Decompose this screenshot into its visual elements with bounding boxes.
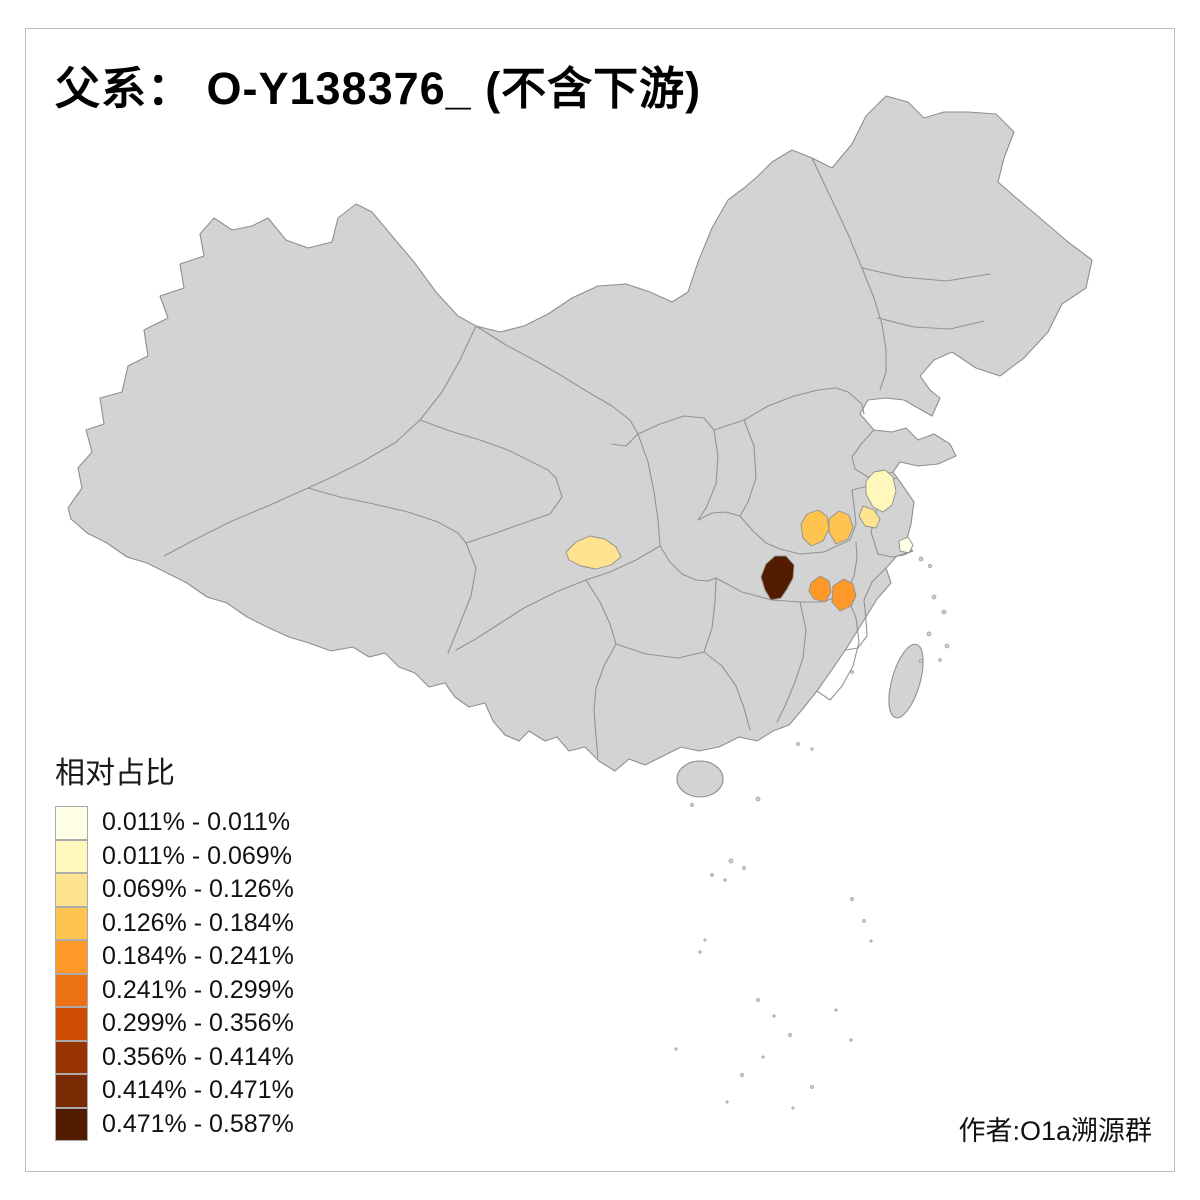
legend-row: 0.299% - 0.356% xyxy=(55,1007,294,1041)
legend-swatch xyxy=(55,1040,88,1074)
legend-swatch xyxy=(55,1074,88,1108)
legend-row: 0.126% - 0.184% xyxy=(55,906,294,940)
legend-label: 0.241% - 0.299% xyxy=(102,975,294,1004)
china-mainland xyxy=(67,95,1093,772)
region-jiangsu-light-yellow-south xyxy=(858,505,881,529)
region-hubei-dark-brown xyxy=(760,555,795,601)
legend-label: 0.414% - 0.471% xyxy=(102,1076,294,1105)
legend-swatch xyxy=(55,973,88,1007)
legend-row: 0.471% - 0.587% xyxy=(55,1107,294,1141)
legend-swatch xyxy=(55,940,88,974)
legend: 相对占比 0.011% - 0.011% 0.011% - 0.069% 0.069… xyxy=(55,748,294,1141)
legend-row: 0.184% - 0.241% xyxy=(55,940,294,974)
province-borders xyxy=(163,157,991,759)
legend-row: 0.011% - 0.069% xyxy=(55,839,294,873)
author-credit: 作者:O1a溯源群 xyxy=(958,1116,1152,1146)
legend-swatch xyxy=(55,906,88,940)
legend-swatch xyxy=(55,1107,88,1141)
region-sichuan-pale-yellow xyxy=(565,535,622,570)
legend-title: 相对占比 xyxy=(55,757,175,790)
legend-swatch xyxy=(55,806,88,840)
page-title: 父系： O-Y138376_ (不含下游) xyxy=(55,63,702,114)
legend-label: 0.069% - 0.126% xyxy=(102,875,294,904)
legend-label: 0.011% - 0.011% xyxy=(102,808,291,837)
legend-items: 0.011% - 0.011% 0.011% - 0.069% 0.069% - 0… xyxy=(55,806,294,1141)
hainan-island xyxy=(676,760,724,798)
taiwan-island xyxy=(888,643,924,719)
legend-label: 0.471% - 0.587% xyxy=(102,1109,294,1138)
region-shanghai-cream xyxy=(898,536,914,554)
legend-label: 0.011% - 0.069% xyxy=(102,841,292,870)
legend-swatch xyxy=(55,1007,88,1041)
legend-label: 0.126% - 0.184% xyxy=(102,908,294,937)
legend-row: 0.069% - 0.126% xyxy=(55,873,294,907)
legend-label: 0.299% - 0.356% xyxy=(102,1009,294,1038)
legend-label: 0.184% - 0.241% xyxy=(102,942,294,971)
small-islands xyxy=(674,556,950,1110)
region-hubei-southeast-orange xyxy=(808,575,832,603)
legend-row: 0.414% - 0.471% xyxy=(55,1074,294,1108)
region-henan-orange-east xyxy=(828,510,854,545)
region-hunan-northeast-orange xyxy=(831,578,857,612)
legend-row: 0.011% - 0.011% xyxy=(55,806,294,840)
legend-swatch xyxy=(55,873,88,907)
legend-row: 0.241% - 0.299% xyxy=(55,973,294,1007)
legend-label: 0.356% - 0.414% xyxy=(102,1042,294,1071)
legend-swatch xyxy=(55,839,88,873)
legend-row: 0.356% - 0.414% xyxy=(55,1040,294,1074)
region-jiangsu-pale-yellow-north xyxy=(865,469,897,513)
